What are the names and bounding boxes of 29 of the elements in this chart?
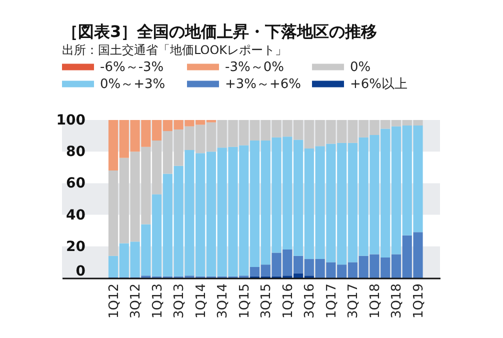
x-tick-label: 3Q17 xyxy=(346,284,362,319)
x-tick-label: 1Q19 xyxy=(412,284,427,319)
x-tick-label: 3Q15 xyxy=(259,284,274,319)
x-tick-label: 1Q15 xyxy=(237,284,252,319)
x-tick-label: 1Q14 xyxy=(194,284,209,319)
y-tick-label: 0 xyxy=(76,264,86,280)
legend-label: 0% xyxy=(350,60,371,75)
y-tick-label: 20 xyxy=(66,238,86,255)
y-tick-label: 80 xyxy=(66,144,86,160)
x-tick-label: 3Q18 xyxy=(390,284,405,319)
y-tick-label: 60 xyxy=(66,176,86,192)
chart-subtitle: 出所：国土交通省「地価LOOKレポート」 xyxy=(62,43,288,57)
x-tick-label: 1Q12 xyxy=(106,284,122,319)
x-tick-label: 3Q14 xyxy=(216,284,231,319)
legend-label: -6%～-3% xyxy=(100,60,164,75)
legend-label: +3%～+6% xyxy=(225,77,302,92)
legend-label: +6%以上 xyxy=(350,77,408,92)
x-tick-label: 1Q17 xyxy=(324,284,340,319)
y-tick-label: 40 xyxy=(66,207,86,224)
legend-label: -3%～0% xyxy=(225,60,284,75)
x-tick-label: 3Q13 xyxy=(172,284,188,319)
x-tick-label: 1Q16 xyxy=(280,284,296,319)
x-tick-label: 1Q18 xyxy=(368,284,383,319)
chart-title: ［図表3］全国の地価上昇・下落地区の推移 xyxy=(62,22,378,41)
x-tick-label: 3Q16 xyxy=(302,284,318,319)
legend-label: 0%～+3% xyxy=(100,77,166,92)
y-tick-label: 100 xyxy=(56,112,86,128)
x-tick-label: 1Q13 xyxy=(150,284,166,319)
x-tick-label: 3Q12 xyxy=(128,284,144,319)
